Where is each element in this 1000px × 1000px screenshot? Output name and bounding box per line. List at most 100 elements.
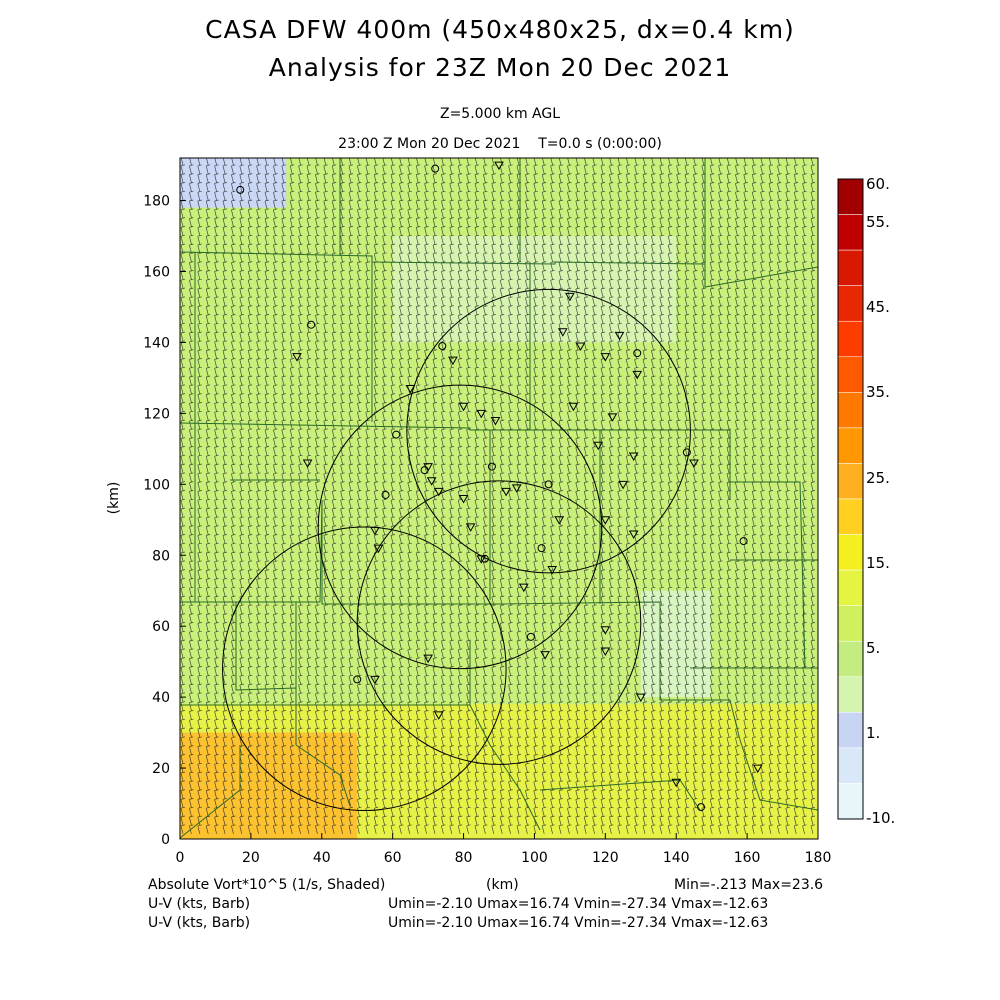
radar-ring-3 <box>222 526 507 812</box>
y-tick-label-40: 40 <box>152 690 170 706</box>
colorbar-swatch-2 <box>837 249 864 286</box>
county-line-14 <box>180 704 541 831</box>
station-circle-0 <box>431 164 440 173</box>
y-tick-label-140: 140 <box>143 335 170 351</box>
station-triangle-10 <box>292 353 302 362</box>
colorbar-swatch-12 <box>837 605 864 642</box>
x-tick-label-40: 40 <box>313 850 331 866</box>
station-triangle-29 <box>547 565 558 575</box>
station-circle-7 <box>420 466 429 475</box>
station-triangle-12 <box>476 409 487 419</box>
colorbar-swatch-3 <box>837 285 864 322</box>
colorbar-swatch-5 <box>837 356 864 393</box>
x-tick-label-60: 60 <box>384 850 402 866</box>
station-triangle-31 <box>600 626 611 635</box>
x-axis-unit: (km) <box>486 877 519 893</box>
station-triangle-1 <box>557 328 568 337</box>
colorbar-swatch-6 <box>837 392 864 429</box>
x-tick-label-0: 0 <box>176 850 185 866</box>
colorbar-swatch-9 <box>837 498 864 535</box>
y-tick-label-20: 20 <box>152 761 170 777</box>
colorbar-swatch-0 <box>837 178 864 215</box>
station-triangle-24 <box>511 484 522 493</box>
level-label: Z=5.000 km AGL <box>439 106 561 122</box>
station-triangle-22 <box>458 495 469 504</box>
county-line-15 <box>180 745 241 839</box>
colorbar-frame <box>837 178 864 820</box>
colorbar-label-6: 5. <box>866 639 880 657</box>
barb-stats-1: Umin=-2.10 Umax=16.74 Vmin=-27.34 Vmax=-… <box>388 896 769 912</box>
x-tick-label-80: 80 <box>455 850 473 866</box>
station-triangle-4 <box>600 353 611 362</box>
station-circle-12 <box>739 537 748 546</box>
y-tick-label-180: 180 <box>143 194 170 210</box>
station-triangle-33 <box>423 654 433 664</box>
county-line-6 <box>180 499 661 700</box>
county-line-3 <box>180 422 731 500</box>
colorbar-swatch-4 <box>837 320 864 358</box>
plot-frame <box>179 157 819 840</box>
colorbar-label-7: 1. <box>866 724 880 742</box>
colorbar-swatch-11 <box>837 569 864 606</box>
station-triangle-17 <box>689 459 699 469</box>
county-line-16 <box>295 744 351 807</box>
colorbar-swatch-13 <box>837 640 864 678</box>
min-max-label: Min=-.213 Max=23.6 <box>674 877 824 893</box>
colorbar-swatch-14 <box>837 676 864 713</box>
station-triangle-8 <box>405 385 416 394</box>
station-circle-10 <box>544 480 553 489</box>
colorbar-label-3: 35. <box>866 383 890 401</box>
colorbar: 60. 55. 45. 35. 25. 15. 5. 1. -10. <box>837 175 895 827</box>
station-triangle-43 <box>628 530 639 539</box>
station-triangle-26 <box>373 544 384 554</box>
x-tick-label-140: 140 <box>663 850 690 866</box>
station-triangle-35 <box>433 711 444 720</box>
x-tick-label-20: 20 <box>242 850 260 866</box>
station-circle-4 <box>633 349 642 358</box>
colorbar-label-4: 25. <box>866 469 890 487</box>
station-triangle-38 <box>671 778 682 788</box>
y-tick-label-0: 0 <box>161 832 170 848</box>
station-triangle-34 <box>370 675 380 685</box>
county-line-4 <box>730 481 818 669</box>
barb-label-2: U-V (kts, Barb) <box>148 915 251 931</box>
station-circle-11 <box>537 544 546 553</box>
y-tick-label-100: 100 <box>143 477 170 493</box>
station-circle-3 <box>438 341 447 350</box>
colorbar-swatch-10 <box>837 534 864 571</box>
station-circle-1 <box>236 185 245 194</box>
colorbar-swatch-1 <box>837 214 864 251</box>
barb-label-1: U-V (kts, Barb) <box>148 896 251 912</box>
station-triangle-2 <box>575 342 586 351</box>
colorbar-swatch-8 <box>837 463 864 500</box>
station-triangle-5 <box>632 370 643 380</box>
station-circle-8 <box>487 462 496 471</box>
barb-stats-2: Umin=-2.10 Umax=16.74 Vmin=-27.34 Vmax=-… <box>388 915 769 931</box>
time-label: 23:00 Z Mon 20 Dec 2021 T=0.0 s (0:00:00… <box>338 136 662 152</box>
station-triangle-42 <box>302 459 313 469</box>
colorbar-swatch-15 <box>837 712 864 749</box>
station-triangle-18 <box>618 480 628 490</box>
field-label: Absolute Vort*10^5 (1/s, Shaded) <box>148 877 386 893</box>
colorbar-label-5: 15. <box>866 554 890 572</box>
station-circle-5 <box>392 430 401 439</box>
station-triangle-11 <box>458 402 469 412</box>
station-triangle-30 <box>518 583 529 593</box>
station-triangle-13 <box>490 416 501 426</box>
colorbar-swatch-7 <box>837 427 864 464</box>
title-line-1: CASA DFW 400m (450x480x25, dx=0.4 km) <box>205 15 795 44</box>
station-triangle-32 <box>540 651 550 660</box>
x-tick-label-180: 180 <box>805 850 832 866</box>
colorbar-label-0: 60. <box>866 175 890 193</box>
station-circle-9 <box>381 490 390 499</box>
station-triangle-25 <box>370 526 380 536</box>
station-triangle-23 <box>501 487 511 497</box>
station-markers <box>236 161 763 812</box>
county-line-0 <box>180 251 706 265</box>
radar-range-rings <box>222 288 691 812</box>
colorbar-swatch-16 <box>837 747 864 784</box>
station-triangle-36 <box>635 693 646 703</box>
field-region-southwest-orange <box>180 732 358 839</box>
y-tick-label-60: 60 <box>152 619 170 635</box>
